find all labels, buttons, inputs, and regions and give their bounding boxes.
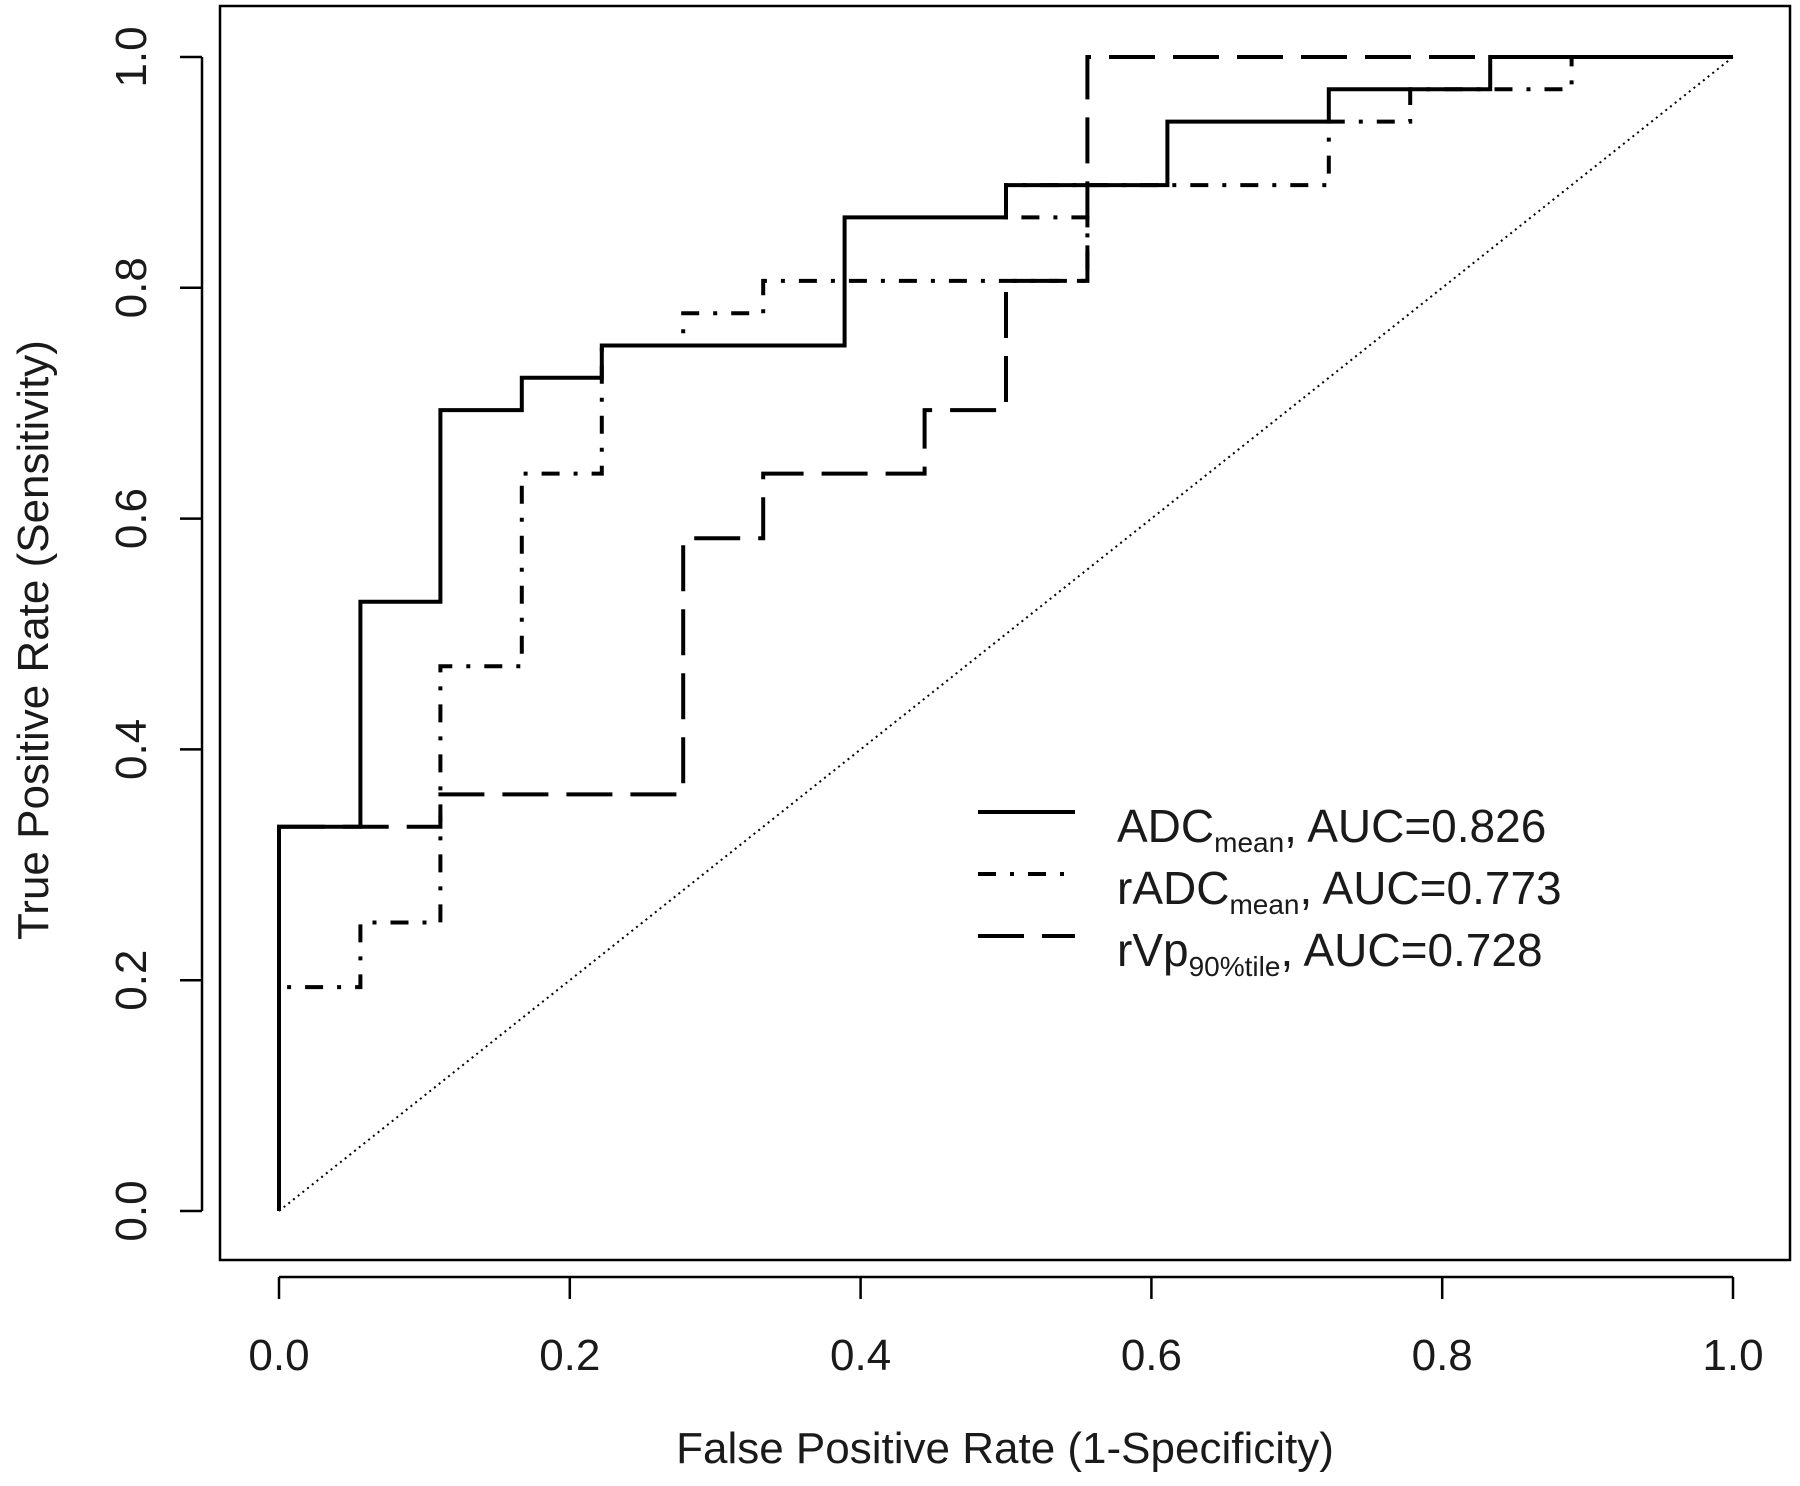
y-tick-label: 0.0 — [107, 1180, 156, 1241]
x-tick-label: 0.4 — [830, 1331, 891, 1380]
series-layer — [277, 55, 1733, 1211]
y-tick-label: 0.8 — [107, 257, 156, 318]
y-axis-label: True Positive Rate (Sensitivity) — [9, 340, 58, 940]
reference-diagonal — [278, 56, 1734, 1212]
x-tick-label: 0.2 — [539, 1331, 600, 1380]
x-tick-label: 1.0 — [1702, 1331, 1763, 1380]
axes-layer: 0.0 0.2 0.4 0.6 0.8 1.0 0.0 0.2 0.4 0.6 0.8 1.0 — [107, 26, 1764, 1380]
x-tick-label: 0.0 — [248, 1331, 309, 1380]
roc-line-radc — [277, 55, 1733, 1211]
x-axis-label: False Positive Rate (1-Specificity) — [676, 1424, 1334, 1473]
plot-frame — [218, 4, 1792, 1262]
y-tick-label: 0.4 — [107, 719, 156, 780]
reference-layer — [278, 56, 1734, 1212]
y-tick-label: 0.2 — [107, 950, 156, 1011]
y-tick-label: 0.6 — [107, 488, 156, 549]
x-tick-label: 0.8 — [1412, 1331, 1473, 1380]
roc-line-adc — [277, 55, 1733, 1211]
legend-label: ADCmean, AUC=0.826 — [1117, 800, 1546, 858]
y-tick-label: 1.0 — [107, 26, 156, 87]
legend-label: rADCmean, AUC=0.773 — [1117, 862, 1562, 920]
roc-line-rvp — [277, 55, 1733, 1211]
legend-label: rVp90%tile, AUC=0.728 — [1117, 924, 1543, 982]
x-tick-label: 0.6 — [1121, 1331, 1182, 1380]
